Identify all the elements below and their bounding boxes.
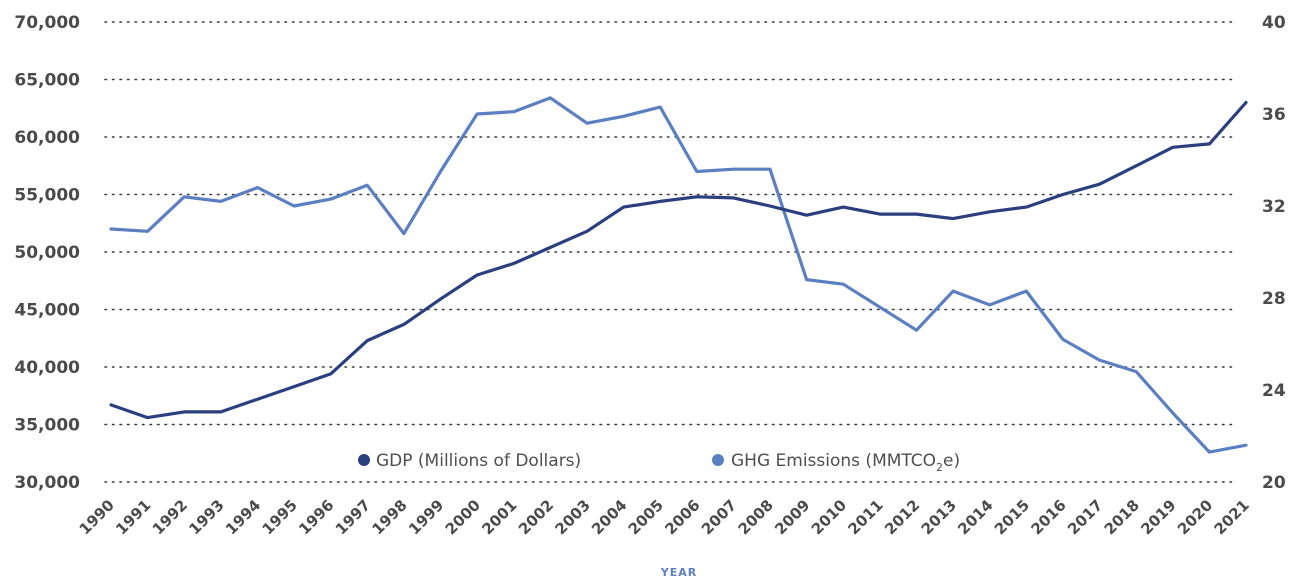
right-y-axis: 20 24 28 32 36 40	[1262, 13, 1286, 493]
x-tick-label: 2001	[478, 496, 520, 538]
x-tick-label: 2006	[661, 496, 703, 538]
y-left-tick-label: 35,000	[14, 416, 80, 436]
legend: GDP (Millions of Dollars) GHG Emissions …	[358, 451, 960, 474]
x-tick-label: 1993	[185, 496, 227, 538]
x-tick-label: 1994	[222, 496, 264, 538]
y-right-tick-label: 32	[1262, 197, 1286, 217]
y-right-tick-label: 36	[1262, 105, 1286, 125]
y-right-tick-label: 28	[1262, 289, 1286, 309]
x-tick-label: 2016	[1028, 496, 1070, 538]
x-tick-label: 2020	[1174, 496, 1216, 538]
x-axis: 1990199119921993199419951996199719981999…	[76, 496, 1253, 538]
x-tick-label: 1991	[112, 496, 154, 538]
legend-label-ghg: GHG Emissions (MMTCO2e)	[731, 451, 960, 474]
x-tick-label: 2008	[735, 496, 777, 538]
x-tick-label: 2015	[991, 496, 1033, 538]
y-left-tick-label: 30,000	[14, 473, 80, 493]
x-tick-label: 1999	[405, 496, 447, 538]
series-line-gdp	[109, 100, 1248, 420]
x-tick-label: 2004	[588, 496, 630, 538]
x-tick-label: 2012	[881, 496, 923, 538]
x-tick-label: 1996	[295, 496, 337, 538]
y-left-tick-label: 60,000	[14, 128, 80, 148]
y-left-tick-label: 70,000	[14, 13, 80, 33]
legend-label-gdp: GDP (Millions of Dollars)	[376, 451, 581, 471]
left-y-axis: 30,000 35,000 40,000 45,000 50,000 55,000 60,0…	[14, 13, 80, 493]
series	[109, 96, 1248, 454]
y-right-tick-label: 20	[1262, 473, 1286, 493]
legend-marker-gdp	[358, 454, 370, 466]
x-tick-label: 2018	[1101, 496, 1143, 538]
x-tick-label: 2010	[808, 496, 850, 538]
x-tick-label: 2007	[698, 496, 740, 538]
x-tick-label: 2021	[1211, 496, 1253, 538]
x-tick-label: 2014	[954, 496, 996, 538]
y-left-tick-label: 45,000	[14, 301, 80, 321]
x-tick-label: 2017	[1064, 496, 1106, 538]
y-right-tick-label: 40	[1262, 13, 1286, 33]
x-tick-label: 2013	[918, 496, 960, 538]
legend-marker-ghg	[712, 454, 724, 466]
y-left-tick-label: 50,000	[14, 243, 80, 263]
x-tick-label: 1992	[149, 496, 191, 538]
y-right-tick-label: 24	[1262, 381, 1286, 401]
y-left-tick-label: 55,000	[14, 186, 80, 206]
x-tick-label: 2000	[442, 496, 484, 538]
y-left-tick-label: 40,000	[14, 358, 80, 378]
x-tick-label: 2003	[552, 496, 594, 538]
x-tick-label: 2005	[625, 496, 667, 538]
x-tick-label: 1995	[259, 496, 301, 538]
x-tick-label: 2011	[844, 496, 886, 538]
y-left-tick-label: 65,000	[14, 71, 80, 91]
x-tick-label: 1998	[368, 496, 410, 538]
x-axis-title: YEAR	[660, 566, 697, 579]
gridlines	[104, 21, 1236, 483]
x-tick-label: 2009	[771, 496, 813, 538]
x-tick-label: 2002	[515, 496, 557, 538]
x-tick-label: 2019	[1137, 496, 1179, 538]
x-tick-label: 1990	[76, 496, 118, 538]
series-line-ghg	[109, 96, 1248, 454]
x-tick-label: 1997	[332, 496, 374, 538]
